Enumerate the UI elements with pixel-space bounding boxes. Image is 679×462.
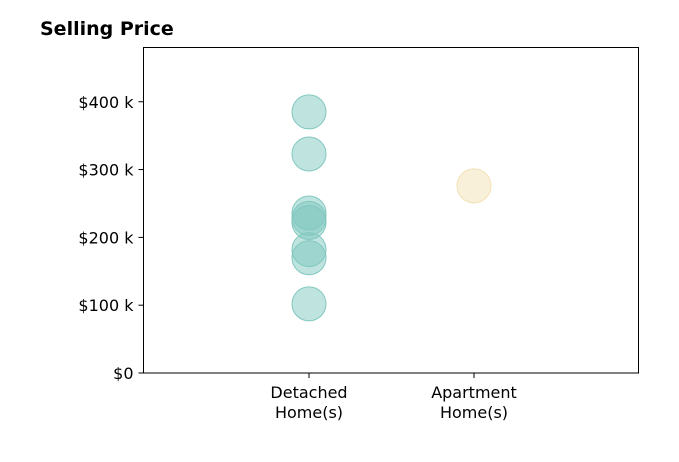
- y-tick-label: $0: [113, 364, 133, 383]
- data-point: [291, 94, 327, 130]
- data-point: [291, 240, 327, 276]
- data-point: [291, 286, 327, 322]
- data-point: [456, 168, 492, 204]
- data-points: [291, 94, 492, 322]
- y-tick-label: $400 k: [78, 93, 134, 112]
- data-point: [291, 136, 327, 172]
- plot-area: [143, 47, 639, 374]
- y-tick-label: $200 k: [78, 228, 134, 247]
- y-tick-label: $300 k: [78, 161, 134, 180]
- x-tick-label: Home(s): [275, 403, 343, 422]
- x-tick-label: Home(s): [440, 403, 508, 422]
- y-axis: $0 $100 k $200 k $300 k $400 k: [78, 93, 144, 383]
- y-tick-label: $100 k: [78, 296, 134, 315]
- x-tick-label: Detached: [270, 383, 347, 402]
- x-tick-label: Apartment: [431, 383, 517, 402]
- chart-title: Selling Price: [40, 18, 174, 40]
